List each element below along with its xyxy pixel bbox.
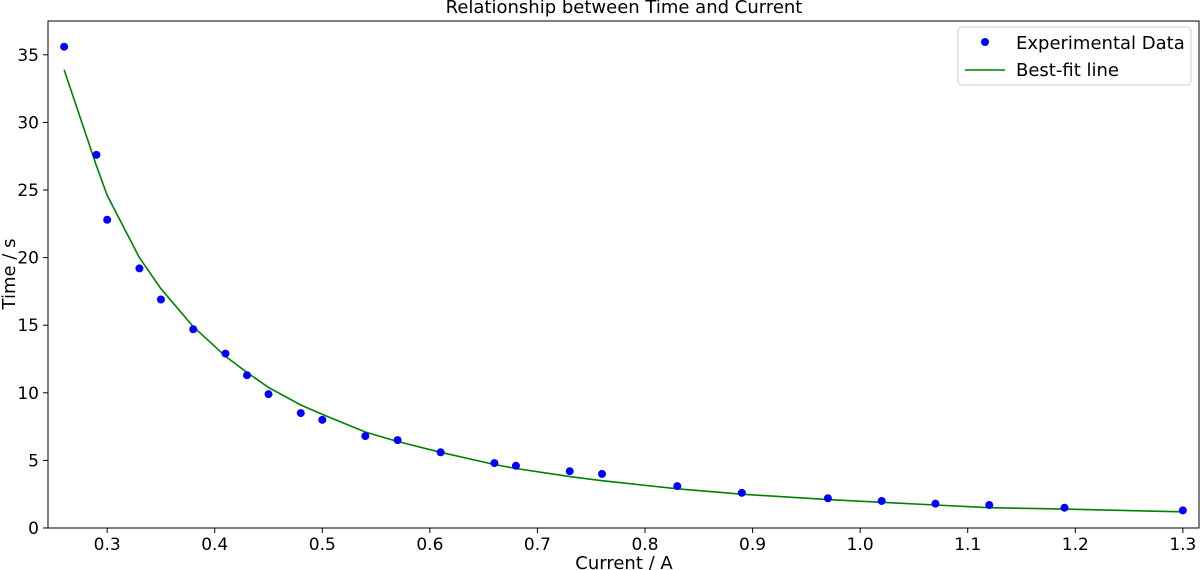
x-tick-label: 0.4 <box>201 535 228 555</box>
data-point <box>296 409 305 418</box>
x-tick-label: 1.0 <box>847 535 874 555</box>
data-point <box>135 264 144 273</box>
y-tick-label: 0 <box>28 519 39 539</box>
data-point <box>189 325 198 334</box>
y-tick-label: 10 <box>17 384 39 404</box>
data-point <box>823 494 832 503</box>
y-axis-label: Time / s <box>0 239 20 311</box>
x-tick-label: 0.8 <box>631 535 658 555</box>
x-tick-label: 0.6 <box>416 535 443 555</box>
best-fit-line <box>63 69 1183 513</box>
data-point <box>1178 506 1187 515</box>
data-point <box>60 42 69 51</box>
data-point <box>565 467 574 476</box>
plot-frame <box>47 20 1200 529</box>
y-tick-label: 15 <box>17 316 39 336</box>
x-axis: 0.3 0.4 0.5 0.6 0.7 0.8 0.9 1.0 1.1 1.2 1.3 <box>94 528 1196 555</box>
legend-label-experimental: Experimental Data <box>1016 33 1185 54</box>
x-tick-label: 1.1 <box>954 535 981 555</box>
y-tick-label: 20 <box>17 249 39 269</box>
x-tick-label: 0.5 <box>309 535 336 555</box>
data-point <box>393 436 402 445</box>
x-tick-label: 0.9 <box>739 535 766 555</box>
data-point <box>673 482 682 491</box>
legend-box <box>957 26 1192 86</box>
data-point <box>1060 503 1069 512</box>
x-tick-label: 0.3 <box>94 535 121 555</box>
data-point <box>318 415 327 424</box>
data-point <box>597 469 606 478</box>
x-tick-label: 1.3 <box>1169 535 1196 555</box>
data-point <box>985 501 994 510</box>
data-point <box>264 390 273 399</box>
plot-area <box>47 20 1200 529</box>
y-axis: 0 5 10 15 20 25 30 35 <box>17 46 48 539</box>
data-point <box>103 215 112 224</box>
data-point <box>156 295 165 304</box>
x-axis-label: Current / A <box>575 553 673 570</box>
data-point <box>737 488 746 497</box>
y-tick-label: 5 <box>28 451 39 471</box>
series-layer <box>60 42 1187 515</box>
y-tick-label: 25 <box>17 181 39 201</box>
x-tick-label: 0.7 <box>524 535 551 555</box>
data-point <box>511 461 520 470</box>
legend-marker-experimental <box>981 38 989 46</box>
data-point <box>92 150 101 159</box>
y-tick-label: 30 <box>17 113 39 133</box>
chart-title: Relationship between Time and Current <box>446 0 803 18</box>
data-point <box>243 371 252 380</box>
data-point <box>490 459 499 468</box>
x-tick-label: 1.2 <box>1062 535 1089 555</box>
y-tick-label: 35 <box>17 46 39 66</box>
legend-label-bestfit: Best-fit line <box>1016 60 1119 81</box>
data-point <box>931 499 940 508</box>
legend: Experimental Data Best-fit line <box>957 26 1192 86</box>
data-point <box>436 448 445 457</box>
data-point <box>221 349 230 358</box>
data-point <box>877 496 886 505</box>
data-point <box>361 432 370 441</box>
